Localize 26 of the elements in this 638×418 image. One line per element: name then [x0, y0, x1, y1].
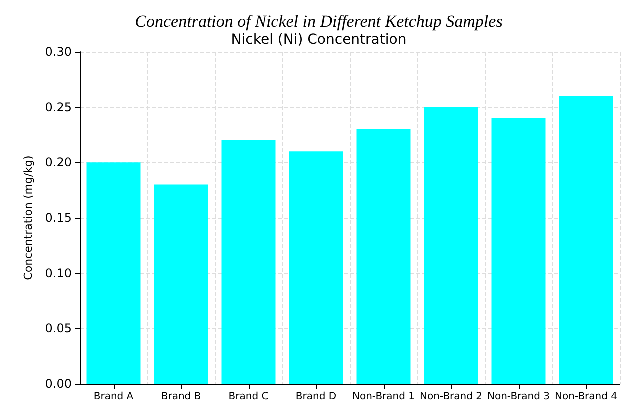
- x-tick-label: Non-Brand 2: [420, 392, 483, 402]
- y-tick-label: 0.05: [45, 322, 72, 336]
- x-tick-label: Non-Brand 4: [554, 392, 618, 402]
- y-tick-label: 0.10: [45, 266, 72, 280]
- bar: [86, 162, 141, 384]
- x-tick-label: Brand D: [296, 392, 337, 402]
- bar: [222, 140, 276, 384]
- y-tick-label: 0.15: [45, 211, 72, 225]
- bar: [289, 152, 344, 384]
- y-axis-title: Concentration (mg/kg): [22, 156, 35, 280]
- chart-subtitle: Nickel (Ni) Concentration: [231, 32, 407, 48]
- y-tick-label: 0.00: [45, 377, 72, 391]
- bar: [356, 129, 411, 384]
- x-tick-label: Non-Brand 1: [352, 392, 416, 402]
- x-tick-label: Brand A: [94, 392, 134, 402]
- y-tick-label: 0.20: [45, 156, 72, 170]
- x-tick-label: Non-Brand 3: [487, 392, 550, 402]
- y-tick-label: 0.30: [45, 45, 72, 59]
- bar: [492, 118, 546, 384]
- bar: [559, 96, 614, 384]
- x-tick-label: Brand C: [228, 392, 269, 402]
- y-tick-label: 0.25: [45, 100, 72, 114]
- bar: [424, 107, 478, 384]
- chart-title: Concentration of Nickel in Different Ketchup Samples: [135, 12, 504, 31]
- x-tick-label: Brand B: [161, 392, 202, 402]
- bar: [154, 184, 208, 384]
